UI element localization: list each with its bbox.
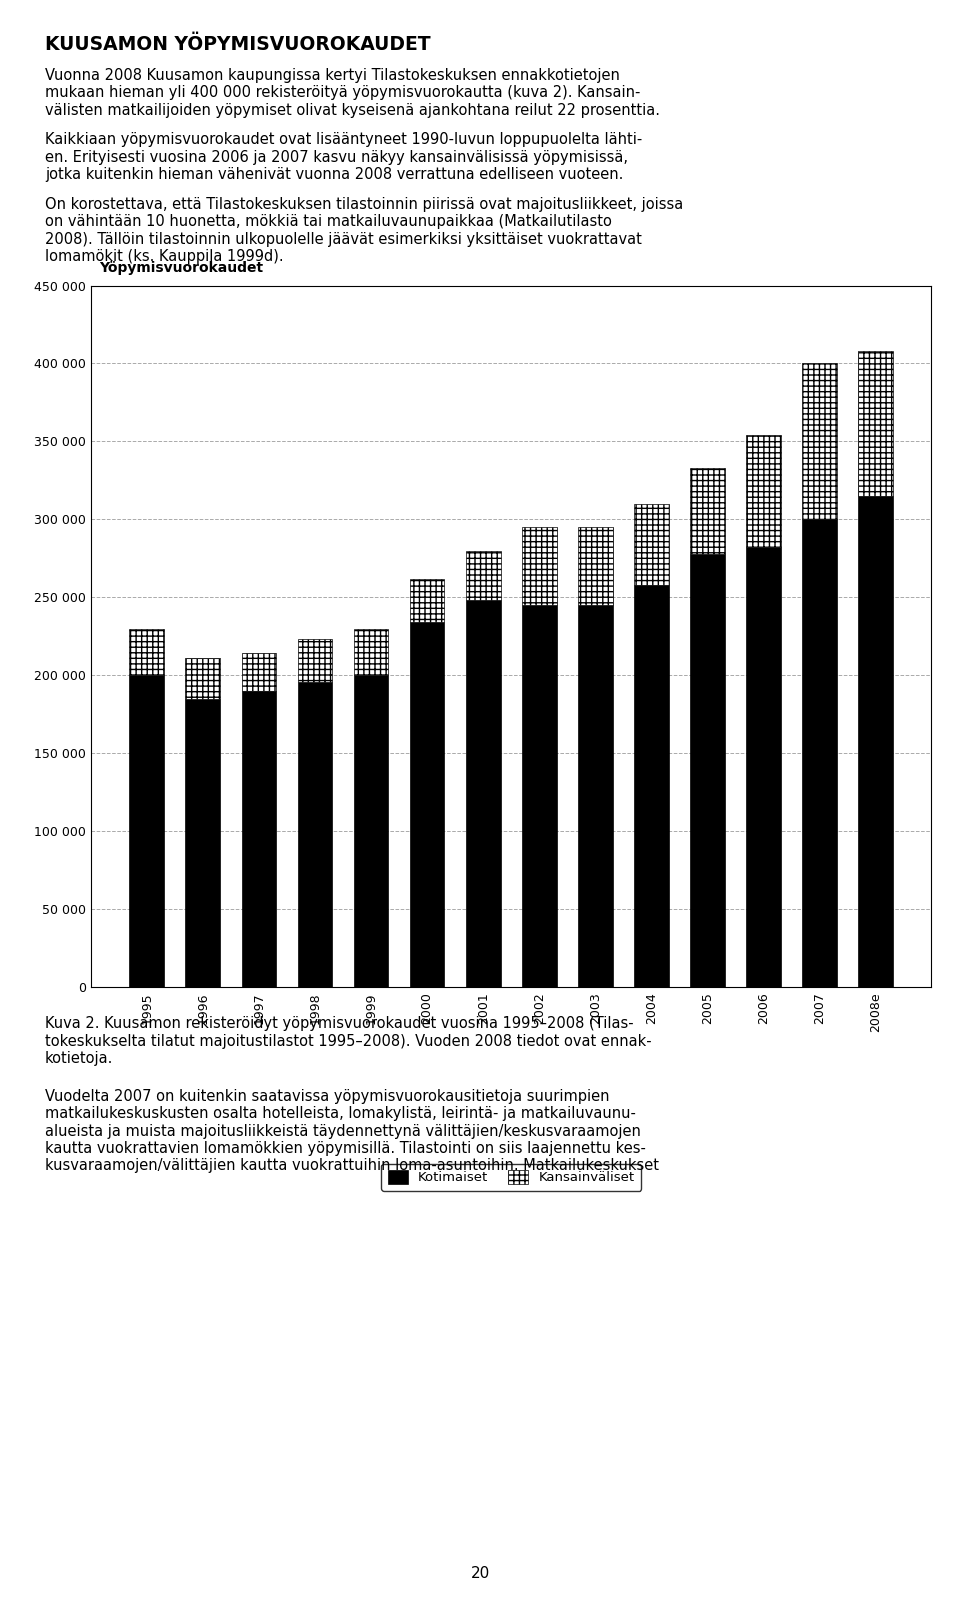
Bar bbox=[130, 629, 164, 676]
Bar bbox=[185, 698, 220, 987]
Text: Kuva 2. Kuusamon rekisteröidyt yöpymisvuorokaudet vuosina 1995–2008 (Tilas-
toke: Kuva 2. Kuusamon rekisteröidyt yöpymisvu… bbox=[45, 1016, 652, 1066]
Bar bbox=[410, 579, 444, 623]
Bar bbox=[690, 553, 725, 987]
Bar bbox=[746, 436, 780, 547]
Bar bbox=[858, 497, 893, 987]
Bar bbox=[803, 519, 837, 987]
Bar bbox=[466, 600, 500, 987]
Text: On korostettava, että Tilastokeskuksen tilastoinnin piirissä ovat majoitusliikke: On korostettava, että Tilastokeskuksen t… bbox=[45, 197, 684, 265]
Bar bbox=[858, 352, 893, 497]
Bar bbox=[522, 527, 557, 605]
Bar bbox=[298, 639, 332, 682]
Bar bbox=[690, 468, 725, 553]
Bar bbox=[803, 363, 837, 519]
Text: Vuodelta 2007 on kuitenkin saatavissa yöpymisvuorokausitietoja suurimpien
matkai: Vuodelta 2007 on kuitenkin saatavissa yö… bbox=[45, 1089, 660, 1173]
Text: KUUSAMON YÖPYMISVUOROKAUDET: KUUSAMON YÖPYMISVUOROKAUDET bbox=[45, 35, 431, 55]
Bar bbox=[185, 658, 220, 698]
Bar bbox=[522, 605, 557, 987]
Bar bbox=[353, 676, 389, 987]
Text: Kaikkiaan yöpymisvuorokaudet ovat lisääntyneet 1990-luvun loppupuolelta lähti-
e: Kaikkiaan yöpymisvuorokaudet ovat lisään… bbox=[45, 132, 642, 182]
Bar bbox=[353, 629, 389, 676]
Bar bbox=[242, 653, 276, 690]
Bar bbox=[466, 550, 500, 600]
Bar bbox=[578, 527, 612, 605]
Bar bbox=[242, 690, 276, 987]
Bar bbox=[578, 605, 612, 987]
Text: Yöpymisvuorokaudet: Yöpymisvuorokaudet bbox=[100, 261, 264, 274]
Legend: Kotimaiset, Kansainväliset: Kotimaiset, Kansainväliset bbox=[381, 1163, 641, 1190]
Bar bbox=[130, 676, 164, 987]
Bar bbox=[746, 547, 780, 987]
Text: Vuonna 2008 Kuusamon kaupungissa kertyi Tilastokeskuksen ennakkotietojen
mukaan : Vuonna 2008 Kuusamon kaupungissa kertyi … bbox=[45, 68, 660, 118]
Bar bbox=[410, 623, 444, 987]
Bar bbox=[634, 503, 669, 586]
Bar bbox=[298, 682, 332, 987]
Bar bbox=[634, 586, 669, 987]
Text: 20: 20 bbox=[470, 1566, 490, 1581]
